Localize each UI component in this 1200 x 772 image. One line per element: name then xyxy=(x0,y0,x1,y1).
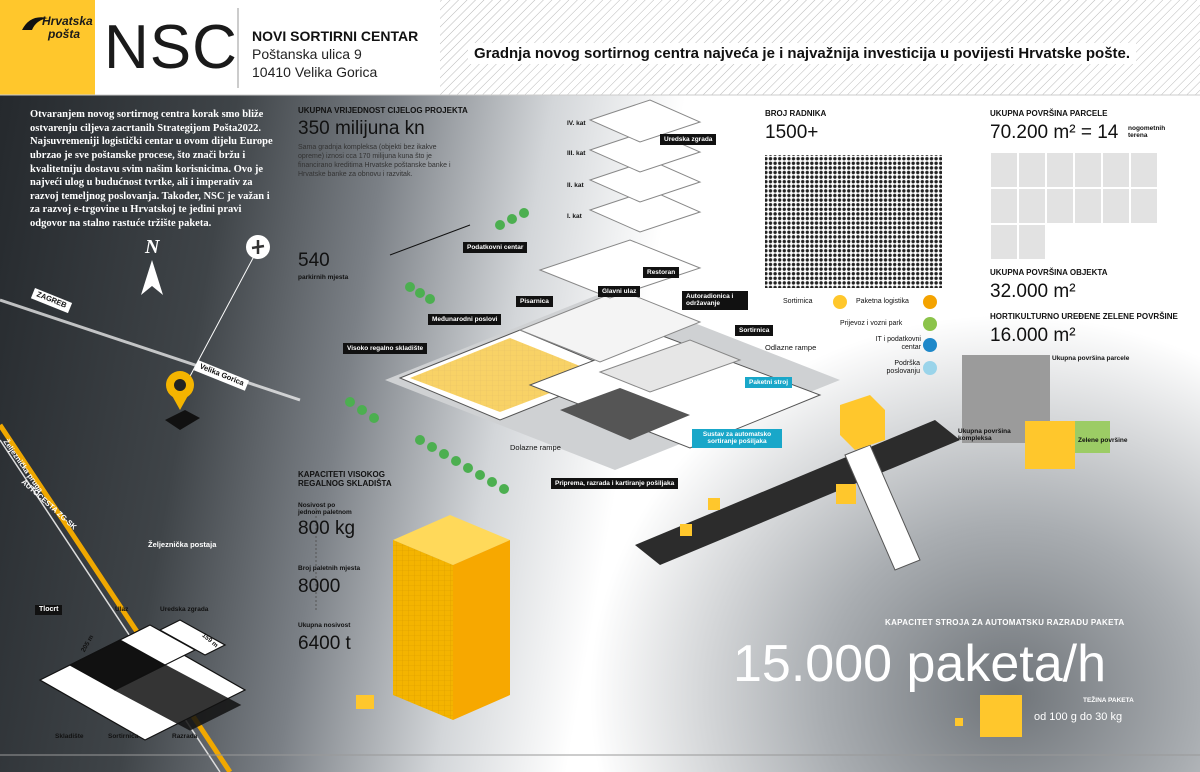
floor-plan-label: Ulaz xyxy=(115,606,128,613)
field-square xyxy=(990,224,1018,260)
intro: Otvaranjem novog sortirnog centra korak … xyxy=(30,108,275,231)
workers-dots xyxy=(765,155,942,288)
floor-plan-label: Uredska zgrada xyxy=(160,606,208,613)
page: Hrvatskapošta NSC NOVI SORTIRNI CENTAR Pošt… xyxy=(0,0,1200,772)
floor-plan-label: Razrada xyxy=(172,733,197,740)
building-label: Visoko regalno skladište xyxy=(343,343,427,354)
building-label: Uredska zgrada xyxy=(660,134,716,145)
building-label: Dolazne rampe xyxy=(510,444,561,453)
field-grid xyxy=(990,152,1158,260)
north-mark: N xyxy=(145,236,159,259)
legend-label: Paketna logistika xyxy=(856,298,909,306)
field-square xyxy=(1130,152,1158,188)
warehouse-item-value: 800 kg xyxy=(298,518,355,540)
floor-label: IV. kat xyxy=(567,120,586,127)
building-label: Sortirnica xyxy=(735,325,773,336)
warehouse-item-label: Ukupna nosivost xyxy=(298,622,368,629)
compare-label: Ukupna površina parcele xyxy=(1052,355,1129,362)
workers-value: 1500+ xyxy=(765,122,818,144)
tagline: Gradnja novog sortirnog centra najveća j… xyxy=(468,43,1136,64)
machine-value: 15.000 paketa/h xyxy=(733,635,1106,695)
field-square xyxy=(1074,152,1102,188)
complex-square xyxy=(1025,421,1075,469)
green-value: 16.000 m² xyxy=(990,325,1076,347)
project-value: 350 milijuna kn xyxy=(298,118,425,140)
rack-block xyxy=(356,515,510,720)
parking-label: parkirnih mjesta xyxy=(298,274,348,281)
warehouse-item-label: Broj paletnih mjesta xyxy=(298,565,368,572)
parking-value: 540 xyxy=(298,250,330,272)
building-label: Sustav za automatsko sortiranje pošiljak… xyxy=(692,429,782,448)
building-label: Paketni stroj xyxy=(745,377,792,388)
map-label: Željeznička postaja xyxy=(148,541,216,550)
floor-label: II. kat xyxy=(567,182,584,189)
field-square xyxy=(1018,224,1046,260)
legend-label: Prijevoz i vozni park xyxy=(840,320,902,328)
field-square xyxy=(1130,188,1158,224)
parcel-unit: nogometnih terena xyxy=(1128,125,1170,140)
legend-label: IT i podatkovni centar xyxy=(855,336,921,352)
weight-range: od 100 g do 30 kg xyxy=(1034,711,1122,724)
warehouse-item-value: 6400 t xyxy=(298,633,351,655)
field-square xyxy=(990,188,1018,224)
project-note: Sama gradnja kompleksa (objekti bez ikak… xyxy=(298,143,463,179)
project-title: UKUPNA VRIJEDNOST CIJELOG PROJEKTA xyxy=(298,106,468,115)
address: 10410 Velika Gorica xyxy=(252,64,377,80)
building-label: Pisarnica xyxy=(516,296,553,307)
field-square xyxy=(1046,188,1074,224)
building-label: Međunarodni poslovi xyxy=(428,314,501,325)
object-value: 32.000 m² xyxy=(990,281,1076,303)
center-name: NOVI SORTIRNI CENTAR xyxy=(252,28,418,44)
building-label: Priprema, razrada i kartiranje pošiljaka xyxy=(551,478,678,489)
floor-plan xyxy=(40,620,245,740)
field-square xyxy=(1102,152,1130,188)
field-square xyxy=(990,152,1018,188)
floor-label: III. kat xyxy=(567,150,585,157)
building-label: Odlazne rampe xyxy=(765,344,816,353)
machine-title: KAPACITET STROJA ZA AUTOMATSKU RAZRADU P… xyxy=(885,618,1124,627)
parcel-value: 70.200 m² = 14 xyxy=(990,122,1118,144)
legend-label: Sortirnica xyxy=(783,298,813,306)
legend-label: Podrška poslovanju xyxy=(878,360,920,376)
building-label: Autoradionica i održavanje xyxy=(682,291,748,310)
warehouse-title: KAPACITETI VISOKOG REGALNOG SKLADIŠTA xyxy=(298,470,408,488)
parcel-box-small xyxy=(955,718,963,726)
building-label: Restoran xyxy=(643,267,679,278)
building-label: Glavni ulaz xyxy=(598,286,640,297)
floor-plan-label: Skladište xyxy=(55,733,84,740)
floor-label: I. kat xyxy=(567,213,582,220)
workers-title: BROJ RADNIKA xyxy=(765,109,826,118)
floor-plan-title: Tlocrt xyxy=(35,605,62,615)
warehouse-item-value: 8000 xyxy=(298,576,340,598)
compare-label: Zelene površine xyxy=(1078,437,1128,444)
warehouse-item-label: Nosivost po jednom paletnom xyxy=(298,502,358,517)
field-square xyxy=(1074,188,1102,224)
logo-text: Hrvatska xyxy=(42,14,93,28)
weight-title: TEŽINA PAKETA xyxy=(1083,697,1134,704)
building-label: Podatkovni centar xyxy=(463,242,527,253)
address: Poštanska ulica 9 xyxy=(252,46,362,62)
parcel-title: UKUPNA POVRŠINA PARCELE xyxy=(990,109,1108,118)
compare-label: Ukupna površina kompleksa xyxy=(958,428,1018,443)
acronym: NSC xyxy=(104,12,238,83)
field-square xyxy=(1102,188,1130,224)
field-square xyxy=(1018,188,1046,224)
parcel-box xyxy=(980,695,1022,737)
object-title: UKUPNA POVRŠINA OBJEKTA xyxy=(990,268,1108,277)
floor-plan-label: Sortirnica xyxy=(108,733,138,740)
green-title: HORTIKULTURNO UREĐENE ZELENE POVRŠINE xyxy=(990,312,1178,321)
field-square xyxy=(1046,152,1074,188)
field-square xyxy=(1018,152,1046,188)
logo-text: pošta xyxy=(48,27,80,41)
